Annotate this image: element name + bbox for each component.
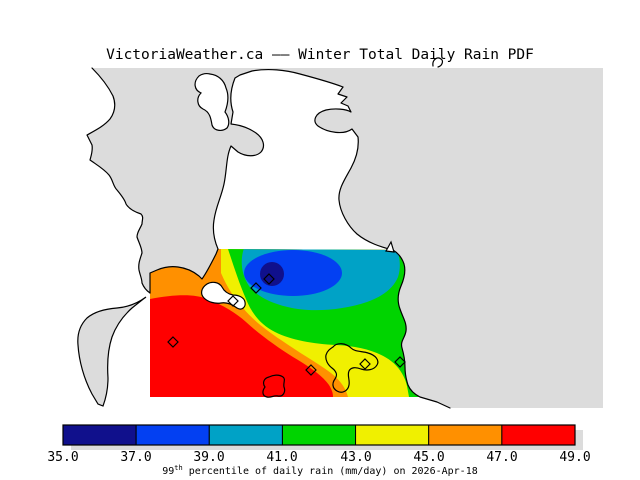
tick-label: 43.0 xyxy=(340,450,371,465)
colorbar-segment xyxy=(355,424,430,446)
tick-label: 37.0 xyxy=(120,450,151,465)
colorbar-segment xyxy=(135,424,210,446)
colorbar-border xyxy=(62,424,576,446)
water-central-bay xyxy=(213,69,393,250)
colorbar-segment xyxy=(208,424,283,446)
colorbar-segment xyxy=(62,424,137,446)
coastline-bay-east-shore xyxy=(314,86,394,251)
station-marker-icon xyxy=(250,282,262,294)
station-marker-icon xyxy=(394,356,406,368)
coastline-datazone-northwest xyxy=(149,248,219,294)
page-title: VictoriaWeather.ca —— Winter Total Daily… xyxy=(106,47,534,63)
station-markers xyxy=(167,273,406,376)
water-south xyxy=(150,397,450,408)
tick-label: 35.0 xyxy=(47,450,78,465)
colorbar-tick-labels: 35.0 37.0 39.0 41.0 43.0 45.0 47.0 49.0 xyxy=(47,450,590,465)
caption-superscript: th xyxy=(174,464,182,472)
water-notch xyxy=(385,240,395,253)
contour-field xyxy=(150,249,420,397)
station-marker-icon xyxy=(305,364,317,376)
tick-label: 47.0 xyxy=(486,450,517,465)
land-spit xyxy=(77,296,147,407)
band-37-39 xyxy=(244,250,342,296)
coastline-bay-west-shore xyxy=(212,68,344,250)
colorbar-segment xyxy=(281,424,357,446)
station-marker-icon xyxy=(227,295,239,307)
band-35-37 xyxy=(260,262,284,286)
colorbar: 35.0 37.0 39.0 41.0 43.0 45.0 47.0 49.0 … xyxy=(47,424,591,477)
water-harbour xyxy=(201,281,246,310)
island-outline-large xyxy=(325,343,379,393)
colorbar-segment xyxy=(501,424,576,446)
station-marker-icon xyxy=(263,273,275,285)
tick-label: 45.0 xyxy=(413,450,444,465)
islet-hook-outline xyxy=(432,57,444,68)
caption-number: 99 xyxy=(162,466,174,477)
station-marker-icon xyxy=(359,358,371,370)
colorbar-segment xyxy=(428,424,503,446)
island-outline-small xyxy=(262,374,286,398)
coastline-east xyxy=(392,249,451,409)
caption-text: percentile of daily rain (mm/day) on 202… xyxy=(183,466,478,477)
station-marker-icon xyxy=(167,336,179,348)
tick-label: 49.0 xyxy=(559,450,590,465)
tick-label: 39.0 xyxy=(193,450,224,465)
tick-label: 41.0 xyxy=(266,450,297,465)
water-inlet xyxy=(194,73,230,131)
coastline-west xyxy=(86,67,151,294)
colorbar-caption: 99th percentile of daily rain (mm/day) o… xyxy=(162,464,478,477)
